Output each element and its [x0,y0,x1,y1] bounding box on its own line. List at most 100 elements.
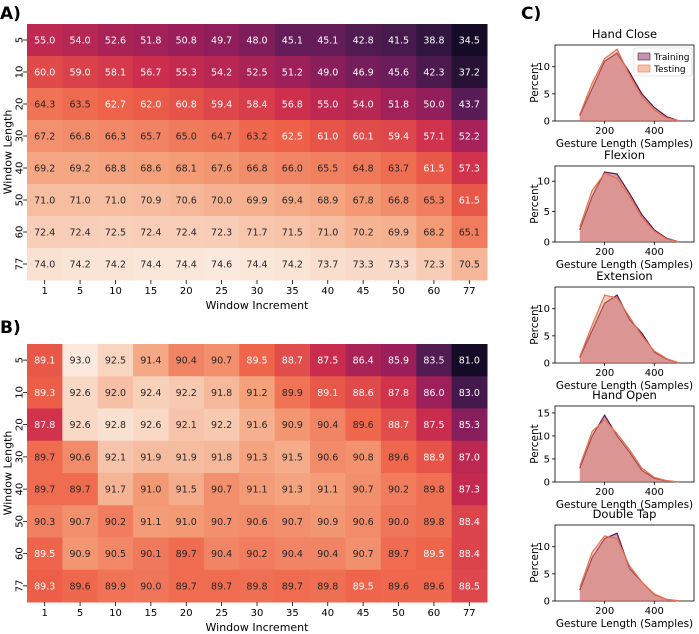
heatmap-a-cell [62,120,99,153]
heatmap-a-cell [168,120,205,153]
heatmap-b-cell [345,344,382,377]
heatmap-b-cell-value: 89.7 [34,452,55,463]
heatmap-b-cell-value: 81.0 [459,356,480,367]
heatmap-a-cell [310,216,346,249]
heatmap-a-cell-value: 67.2 [34,132,55,143]
heatmap-a-cell [345,88,382,121]
heatmap-a-cell-value: 68.2 [423,228,444,239]
heatmap-b-cell-value: 91.1 [317,485,338,496]
heatmap-a-cell [345,24,382,57]
density-y-tick-label: 5 [544,569,550,580]
heatmap-b-cell-value: 92.2 [176,388,197,399]
heatmap-b-cell [416,376,453,409]
heatmap-b-cell-value: 90.2 [105,517,126,528]
heatmap-a-cell-value: 69.2 [34,164,55,175]
heatmap-b-cell-value: 92.6 [69,420,90,431]
heatmap-a-cell [168,24,205,57]
density-x-axis-label: Gesture Length (Samples) [556,618,693,630]
heatmap-b-cell-value: 91.0 [140,485,161,496]
heatmap-b-cell [380,344,417,377]
density-x-axis-label: Gesture Length (Samples) [556,138,693,150]
heatmap-a-cell-value: 42.8 [353,36,374,47]
heatmap-b-cell [274,569,311,603]
heatmap-a-cell-value: 64.3 [34,100,55,111]
heatmap-b-cell-value: 91.9 [176,452,197,463]
heatmap-a-cell [97,152,134,185]
heatmap-a-cell [62,248,99,281]
heatmap-a-cell-value: 69.9 [246,196,267,207]
heatmap-a-cell-value: 55.0 [317,100,338,111]
heatmap-a-cell [27,216,63,249]
heatmap-b-x-tick-label: 25 [215,608,228,619]
heatmap-b-cell-value: 87.8 [34,420,55,431]
heatmap-b-cell [451,505,488,538]
heatmap-a-cell-value: 63.2 [246,132,267,143]
heatmap-b-cell [97,537,134,571]
heatmap-b-cell-value: 90.0 [388,517,409,528]
heatmap-b-cell [451,440,488,474]
heatmap-b-cell-value: 90.7 [282,517,303,528]
heatmap-b-cell-value: 92.4 [140,388,161,399]
heatmap-a-cell-value: 66.0 [282,164,303,175]
heatmap-a-cell [168,56,205,89]
density-area-testing-line [579,535,680,602]
heatmap-b-cell-value: 89.9 [282,388,303,399]
heatmap-b-cell [274,537,311,571]
heatmap-b-cell [310,344,346,377]
heatmap-a-cell [274,56,311,89]
heatmap-a-cell [451,184,488,217]
heatmap-a-cell-value: 60.1 [353,132,374,143]
heatmap-a-cell-value: 60.8 [176,100,197,111]
heatmap-b-x-tick-label: 40 [321,608,334,619]
heatmap-a-x-tick-label: 10 [109,286,122,297]
heatmap-b-cell [451,344,488,377]
heatmap-a-cell [97,120,134,153]
heatmap-b-cell-value: 89.3 [34,581,55,592]
heatmap-a-x-tick-label: 25 [215,286,228,297]
heatmap-a-cell-value: 74.4 [176,260,197,271]
heatmap-b-cell-value: 92.5 [105,356,126,367]
heatmap-a-cell [133,120,170,153]
density-y-tick-label: 5 [544,331,550,342]
heatmap-b-cell [27,376,63,409]
heatmap-a-cell [97,56,134,89]
heatmap-b-y-tick-label: 5 [15,357,26,363]
heatmap-a-x-tick-label: 5 [77,286,83,297]
heatmap-a-cell [310,88,346,121]
heatmap-b-x-tick-label: 30 [251,608,264,619]
heatmap-a-cell-value: 54.0 [353,100,374,111]
heatmap-a-cell-value: 74.4 [140,260,161,271]
heatmap-a-x-tick-label: 15 [144,286,157,297]
heatmap-a-cell [239,216,276,249]
heatmap-a-cell [380,184,417,217]
heatmap-b-cell [380,408,417,442]
heatmap-b-cell [133,505,170,538]
density-title: Double Tap [593,507,657,521]
heatmap-a-cell-value: 74.2 [69,260,90,271]
density-area-testing [579,173,680,242]
heatmap-b-cell-value: 91.4 [140,356,161,367]
heatmap-b-cell [27,473,63,506]
density-y-tick-label: 0 [544,478,550,489]
heatmap-a-cell [27,184,63,217]
heatmap-a-cell [451,24,488,57]
heatmap-a-cell [97,216,134,249]
heatmap-b-cell-value: 91.5 [282,452,303,463]
heatmap-b-cell-value: 93.0 [69,356,90,367]
heatmap-a-cell-value: 70.9 [140,196,161,207]
density-y-axis-label: Percent [529,184,541,224]
heatmap-b-cell-value: 90.7 [211,517,232,528]
density-area-testing-line [579,48,680,122]
heatmap-a-cell-value: 72.3 [211,228,232,239]
heatmap-a-cell-value: 34.5 [459,36,480,47]
heatmap-a-cell [168,152,205,185]
heatmap-a-cell [310,120,346,153]
heatmap-a-cell [239,184,276,217]
heatmap-b-cell-value: 89.7 [34,485,55,496]
heatmap-b-cell-value: 89.6 [388,581,409,592]
heatmap-b-cell [97,473,134,506]
heatmap-a-cell-value: 66.8 [69,132,90,143]
heatmap-b-cell-value: 90.6 [69,452,90,463]
heatmap-a-cell-value: 64.7 [211,132,232,143]
heatmap-b-cell-value: 90.9 [282,420,303,431]
